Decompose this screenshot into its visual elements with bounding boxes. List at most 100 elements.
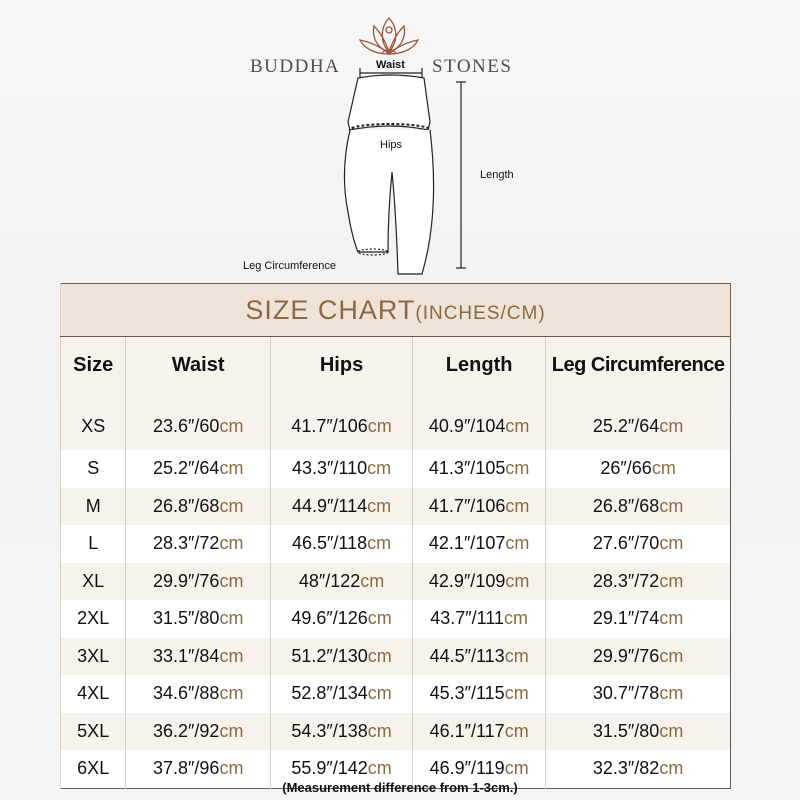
- measurement-cell: 26.8″/68cm: [125, 487, 271, 525]
- cell-value: 44.5″/113: [429, 645, 505, 666]
- measurement-cell: 54.3″/138cm: [270, 712, 413, 750]
- unit-cm: cm: [219, 533, 244, 554]
- table-row: 5XL 36.2″/92cm 54.3″/138cm 46.1″/117cm 31.5″…: [59, 712, 731, 750]
- cell-value: 54.3″/138: [291, 720, 368, 741]
- size-cell: 2XL: [59, 600, 126, 638]
- measurement-cell: 26.8″/68cm: [545, 487, 731, 525]
- measurement-cell: 46.1″/117cm: [412, 712, 546, 750]
- unit-cm: cm: [367, 758, 392, 779]
- pants-illustration: [343, 68, 466, 275]
- cell-value: 5XL: [77, 720, 110, 741]
- pants-diagram: Waist Hips Length Leg Circumference: [230, 59, 550, 282]
- unit-cm: cm: [659, 758, 684, 779]
- unit-cm: cm: [219, 608, 244, 629]
- measurement-cell: 27.6″/70cm: [545, 525, 731, 563]
- header-size: Size: [59, 336, 126, 394]
- measurement-note: (Measurement difference from 1-3cm.): [282, 780, 518, 795]
- unit-cm: cm: [367, 720, 392, 741]
- unit-cm: cm: [367, 458, 392, 479]
- cell-value: 46.1″/117: [429, 720, 505, 741]
- table-row: 6XL 37.8″/96cm 55.9″/142cm 46.9″/119cm 32.3″…: [59, 750, 731, 788]
- cell-value: 3XL: [77, 645, 110, 666]
- cell-value: 46.9″/119: [429, 758, 505, 779]
- cell-value: 41.7″/106: [291, 415, 368, 436]
- unit-cm: cm: [219, 458, 244, 479]
- cell-value: 52.8″/134: [291, 683, 368, 704]
- cell-value: 29.1″/74: [592, 608, 660, 629]
- title-text: SIZE CHART: [245, 294, 416, 325]
- unit-cm: cm: [219, 645, 244, 666]
- unit-cm: cm: [219, 495, 244, 516]
- cell-value: L: [88, 533, 99, 554]
- measurement-cell: 48″/122cm: [270, 562, 413, 600]
- measurement-cell: 34.6″/88cm: [125, 675, 271, 713]
- measurement-cell: 32.3″/82cm: [545, 750, 731, 788]
- measurement-cell: 30.7″/78cm: [545, 675, 731, 713]
- measurement-cell: 43.3″/110cm: [270, 450, 413, 488]
- cell-value: 26.8″/68: [153, 495, 220, 516]
- measurement-cell: 25.2″/64cm: [125, 450, 271, 488]
- measurement-cell: 33.1″/84cm: [125, 637, 271, 675]
- cell-value: 28.3″/72: [153, 533, 220, 554]
- size-cell: 6XL: [59, 750, 126, 788]
- cell-value: 28.3″/72: [592, 570, 660, 591]
- lotus-icon: [358, 17, 420, 55]
- unit-cm: cm: [504, 683, 529, 704]
- cell-value: 29.9″/76: [153, 570, 220, 591]
- brand-logo: BUDDHA STONES: [250, 17, 520, 77]
- cell-value: 31.5″/80: [153, 608, 220, 629]
- measurement-cell: 52.8″/134cm: [270, 675, 413, 713]
- table-row: 3XL 33.1″/84cm 51.2″/130cm 44.5″/113cm 29.9″…: [59, 637, 731, 675]
- cell-value: 45.3″/115: [429, 683, 505, 704]
- table-row: XS 23.6″/60cm 41.7″/106cm 40.9″/104cm 25.2″/…: [59, 394, 731, 450]
- unit-cm: cm: [504, 720, 529, 741]
- measurement-cell: 45.3″/115cm: [412, 675, 546, 713]
- unit-cm: cm: [219, 720, 244, 741]
- table-row: S 25.2″/64cm 43.3″/110cm 41.3″/105cm 26″/66c…: [59, 450, 731, 488]
- size-cell: L: [59, 525, 126, 563]
- cell-value: S: [87, 458, 100, 479]
- measurement-cell: 43.7″/111cm: [412, 600, 546, 638]
- unit-cm: cm: [219, 415, 244, 436]
- cell-value: 23.6″/60: [153, 415, 220, 436]
- cell-value: 27.6″/70: [592, 533, 660, 554]
- cell-value: 40.9″/104: [428, 415, 506, 436]
- cell-value: 26″/66: [600, 458, 652, 479]
- unit-cm: cm: [659, 608, 684, 629]
- measurement-cell: 46.9″/119cm: [412, 750, 546, 788]
- header-row: Size Waist Hips Length Leg Circumference: [59, 336, 731, 394]
- measurement-cell: 28.3″/72cm: [125, 525, 271, 563]
- cell-value: 2XL: [77, 608, 110, 629]
- measurement-cell: 41.7″/106cm: [412, 487, 546, 525]
- leg-circumference-label: Leg Circumference: [243, 260, 336, 272]
- cell-value: 41.7″/106: [428, 495, 506, 516]
- unit-cm: cm: [504, 645, 529, 666]
- unit-cm: cm: [367, 645, 392, 666]
- header-waist: Waist: [125, 336, 271, 394]
- size-chart-table: SIZE CHART(INCHES/CM) Size Waist Hips Le…: [59, 283, 731, 789]
- size-cell: S: [59, 450, 126, 488]
- unit-cm: cm: [367, 495, 392, 516]
- size-cell: 5XL: [59, 712, 126, 750]
- measurement-cell: 29.9″/76cm: [545, 637, 731, 675]
- cell-value: 37.8″/96: [153, 758, 220, 779]
- measurement-cell: 44.5″/113cm: [412, 637, 546, 675]
- cell-value: 42.1″/107: [428, 533, 506, 554]
- measurement-cell: 26″/66cm: [545, 450, 731, 488]
- brand-left: BUDDHA: [250, 56, 341, 77]
- unit-cm: cm: [219, 683, 244, 704]
- unit-cm: cm: [651, 458, 676, 479]
- unit-cm: cm: [367, 533, 392, 554]
- unit-cm: cm: [360, 570, 385, 591]
- measurement-cell: 41.3″/105cm: [412, 450, 546, 488]
- table-row: 4XL 34.6″/88cm 52.8″/134cm 45.3″/115cm 30.7″…: [59, 675, 731, 713]
- waist-label: Waist: [376, 59, 405, 71]
- cell-value: 32.3″/82: [592, 758, 660, 779]
- table-row: M 26.8″/68cm 44.9″/114cm 41.7″/106cm 26.8″/6…: [59, 487, 731, 525]
- cell-value: 6XL: [77, 758, 110, 779]
- measurement-cell: 29.9″/76cm: [125, 562, 271, 600]
- unit-cm: cm: [505, 533, 530, 554]
- cell-value: 30.7″/78: [592, 683, 660, 704]
- cell-value: 36.2″/92: [153, 720, 220, 741]
- unit-cm: cm: [504, 608, 529, 629]
